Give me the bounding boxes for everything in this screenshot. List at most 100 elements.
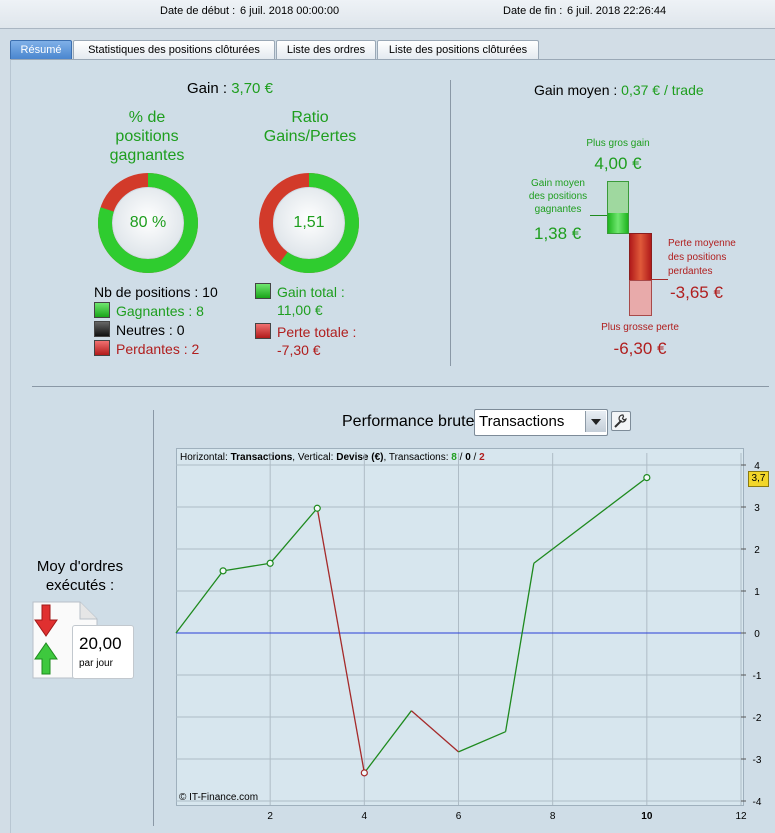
info-tx-neutral: 0: [465, 452, 471, 463]
biggest-loss-label: Plus grosse perte: [601, 322, 679, 333]
neutral-positions-text: Neutres : 0: [116, 322, 185, 338]
data-point: [266, 559, 274, 567]
winning-positions-text: Gagnantes : 8: [116, 303, 204, 319]
tab-closed-position-stats[interactable]: Statistiques des positions clôturées: [73, 40, 275, 59]
x-tick-label: 12: [735, 811, 747, 822]
avg-win-arrow: [590, 215, 607, 216]
ratio-title-line1: Ratio: [291, 109, 329, 126]
green-square-icon: [255, 283, 271, 299]
ratio-donut-center: [274, 188, 344, 258]
dropdown-toggle[interactable]: [585, 411, 606, 432]
data-point: [219, 567, 227, 575]
chart-credit: © IT-Finance.com: [179, 792, 259, 803]
ratio-title: Ratio Gains/Pertes: [255, 108, 365, 146]
losing-positions: Perdantes : 2: [94, 340, 218, 359]
gain-moyen-label: Gain moyen :: [534, 82, 618, 98]
end-date-label: Date de fin :: [503, 5, 563, 17]
totals-breakdown: Gain total : 11,00 € Perte totale : -7,3…: [255, 283, 356, 359]
gain-value: 3,70 €: [231, 80, 273, 97]
orders-card: 20,00 par jour: [32, 601, 134, 679]
last-value-badge: 3,7: [748, 471, 769, 487]
chart-settings-button[interactable]: [611, 411, 631, 431]
ratio-donut: [259, 173, 359, 273]
gain-moyen-value: 0,37 € / trade: [621, 82, 704, 98]
win-pct-donut: [98, 173, 198, 273]
horizontal-divider: [32, 386, 769, 387]
gain-total-value: 11,00 €: [277, 302, 323, 318]
chart-info-line: Horizontal: Transactions, Vertical: Devi…: [180, 452, 485, 463]
neutral-positions: Neutres : 0: [94, 321, 218, 340]
avg-win-value: 1,38 €: [534, 224, 582, 243]
info-sep-2: /: [473, 452, 477, 463]
win-pct-title-line1: % de: [128, 109, 166, 126]
x-tick-label: 6: [456, 811, 462, 822]
y-tick-label: -2: [753, 713, 762, 724]
y-tick-label: -3: [753, 755, 762, 766]
start-date-label: Date de début :: [160, 5, 236, 17]
win-pct-donut-center: [113, 188, 183, 258]
wrench-icon: [614, 414, 627, 428]
gain-total-label: Gain total :: [277, 284, 345, 300]
tab-orders-list[interactable]: Liste des ordres: [276, 40, 376, 59]
series-segment: [363, 710, 412, 774]
y-tick-label: -1: [753, 671, 762, 682]
series-segment: [269, 507, 318, 564]
info-horizontal-label: Horizontal:: [180, 452, 228, 463]
data-point: [643, 474, 651, 482]
x-tick-label: 2: [267, 811, 273, 822]
performance-dropdown[interactable]: Transactions: [474, 409, 608, 436]
up-arrow-icon: [34, 642, 58, 675]
avg-win-label: Gain moyen des positions gagnantes: [515, 177, 601, 216]
red-square-icon: [94, 340, 110, 356]
info-tx-label: , Transactions:: [383, 452, 449, 463]
red-square-icon: [255, 323, 271, 339]
info-tx-win: 8: [451, 452, 457, 463]
losing-positions-text: Perdantes : 2: [116, 341, 200, 357]
series-segment: [410, 710, 459, 753]
loss-range-bar: [629, 280, 652, 316]
performance-title: Performance brute: [342, 413, 475, 430]
info-tx-loss: 2: [479, 452, 485, 463]
win-pct-value: 80 %: [129, 214, 167, 231]
y-tick-label: 0: [754, 629, 760, 640]
y-tick-label: 4: [754, 461, 760, 472]
nb-positions: Nb de positions : 10: [94, 284, 218, 300]
down-arrow-icon: [34, 604, 58, 637]
data-point: [360, 769, 368, 777]
win-pct-title: % de positions gagnantes: [97, 108, 197, 165]
perte-totale: Perte totale :: [255, 323, 356, 341]
win-pct-donut-win-arc: [98, 173, 198, 273]
biggest-gain-label: Plus gros gain: [586, 138, 650, 149]
info-sep-1: /: [459, 452, 463, 463]
vertical-divider-bottom: [153, 410, 154, 826]
tab-resume[interactable]: Résumé: [10, 40, 72, 59]
win-pct-title-line3: gagnantes: [109, 147, 185, 164]
avg-loss-value: -3,65 €: [670, 283, 723, 302]
series-segment: [504, 563, 535, 732]
gain-summary: Gain : 3,70 €: [187, 80, 273, 97]
winning-positions: Gagnantes : 8: [94, 302, 218, 321]
vertical-divider-top: [450, 80, 451, 366]
series-segment: [316, 508, 365, 773]
orders-value: 20,00: [79, 634, 122, 653]
avg-loss-label: Perte moyenne des positions perdantes: [668, 237, 736, 279]
ratio-value: 1,51: [293, 214, 325, 231]
positions-breakdown: Nb de positions : 10 Gagnantes : 8 Neutr…: [94, 283, 218, 359]
date-range-bar: Date de début : 6 juil. 2018 00:00:00 Da…: [0, 0, 775, 29]
avg-loss-label-line2: des positions: [668, 252, 727, 263]
chevron-down-icon: [591, 419, 601, 425]
gain-label: Gain :: [187, 80, 228, 97]
x-tick-label: 10: [641, 811, 653, 822]
win-pct-title-line2: positions: [115, 128, 179, 145]
avg-loss-label-line3: perdantes: [668, 266, 713, 277]
avg-win-label-line3: gagnantes: [534, 204, 582, 215]
biggest-loss-value: -6,30 €: [613, 339, 667, 358]
y-tick-label: 3: [754, 503, 760, 514]
tab-closed-positions-list[interactable]: Liste des positions clôturées: [377, 40, 539, 59]
orders-unit: par jour: [79, 658, 113, 669]
series-segment: [458, 731, 506, 753]
start-date-value: 6 juil. 2018 00:00:00: [240, 5, 340, 17]
series-segment: [533, 477, 648, 564]
series-segment: [175, 570, 224, 634]
